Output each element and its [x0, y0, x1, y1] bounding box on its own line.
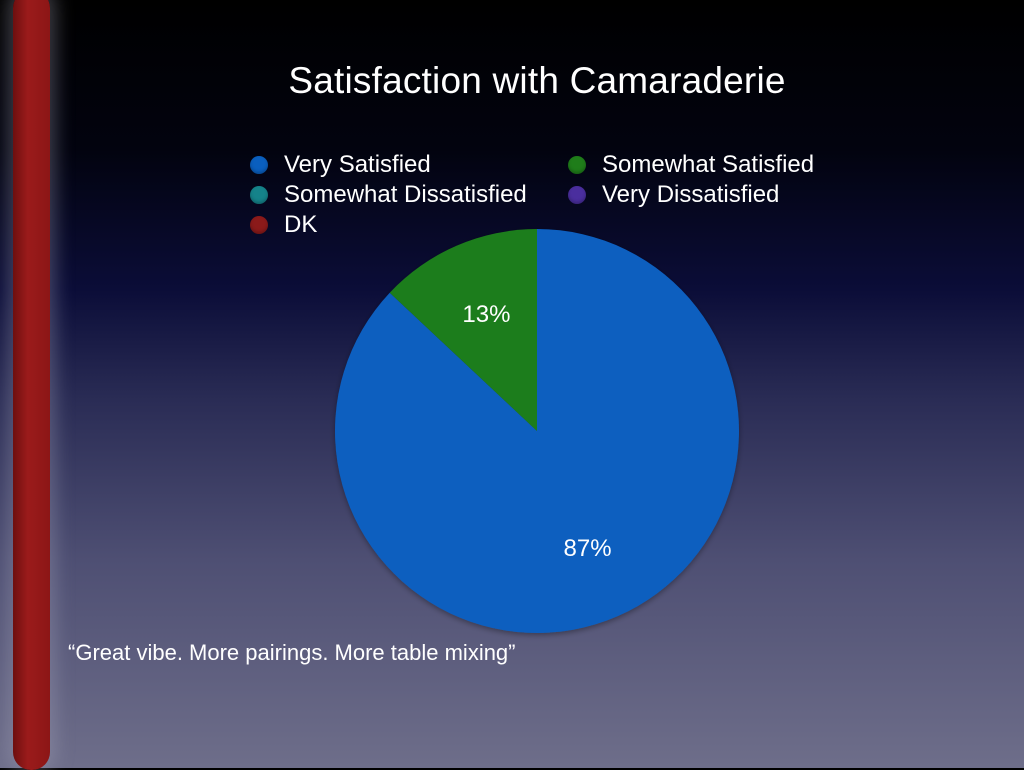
legend-item-somewhat-dissatisfied: Somewhat Dissatisfied — [250, 180, 527, 210]
data-label-somewhat-satisfied: 13% — [462, 301, 510, 328]
legend-swatch-somewhat-satisfied — [568, 156, 586, 174]
chart-title: Satisfaction with Camaraderie — [288, 60, 786, 101]
legend-item-somewhat-satisfied: Somewhat Satisfied — [568, 150, 814, 180]
legend-label-very-satisfied: Very Satisfied — [284, 151, 431, 178]
legend-item-very-dissatisfied: Very Dissatisfied — [568, 180, 779, 210]
respondent-quote: “Great vibe. More pairings. More table m… — [68, 640, 516, 665]
legend-swatch-dk — [250, 216, 268, 234]
legend-item-dk: DK — [250, 210, 317, 240]
data-label-very-satisfied: 87% — [564, 535, 612, 562]
legend-label-somewhat-dissatisfied: Somewhat Dissatisfied — [284, 181, 527, 208]
legend-swatch-very-satisfied — [250, 156, 268, 174]
legend-item-very-satisfied: Very Satisfied — [250, 150, 431, 180]
legend-swatch-very-dissatisfied — [568, 186, 586, 204]
pie-slice-somewhat-satisfied — [389, 229, 537, 431]
side-accent-bar — [13, 0, 50, 770]
legend-label-somewhat-satisfied: Somewhat Satisfied — [602, 151, 815, 178]
legend-swatch-somewhat-dissatisfied — [250, 186, 268, 204]
legend-label-dk: DK — [284, 211, 318, 238]
legend-label-very-dissatisfied: Very Dissatisfied — [602, 181, 780, 208]
